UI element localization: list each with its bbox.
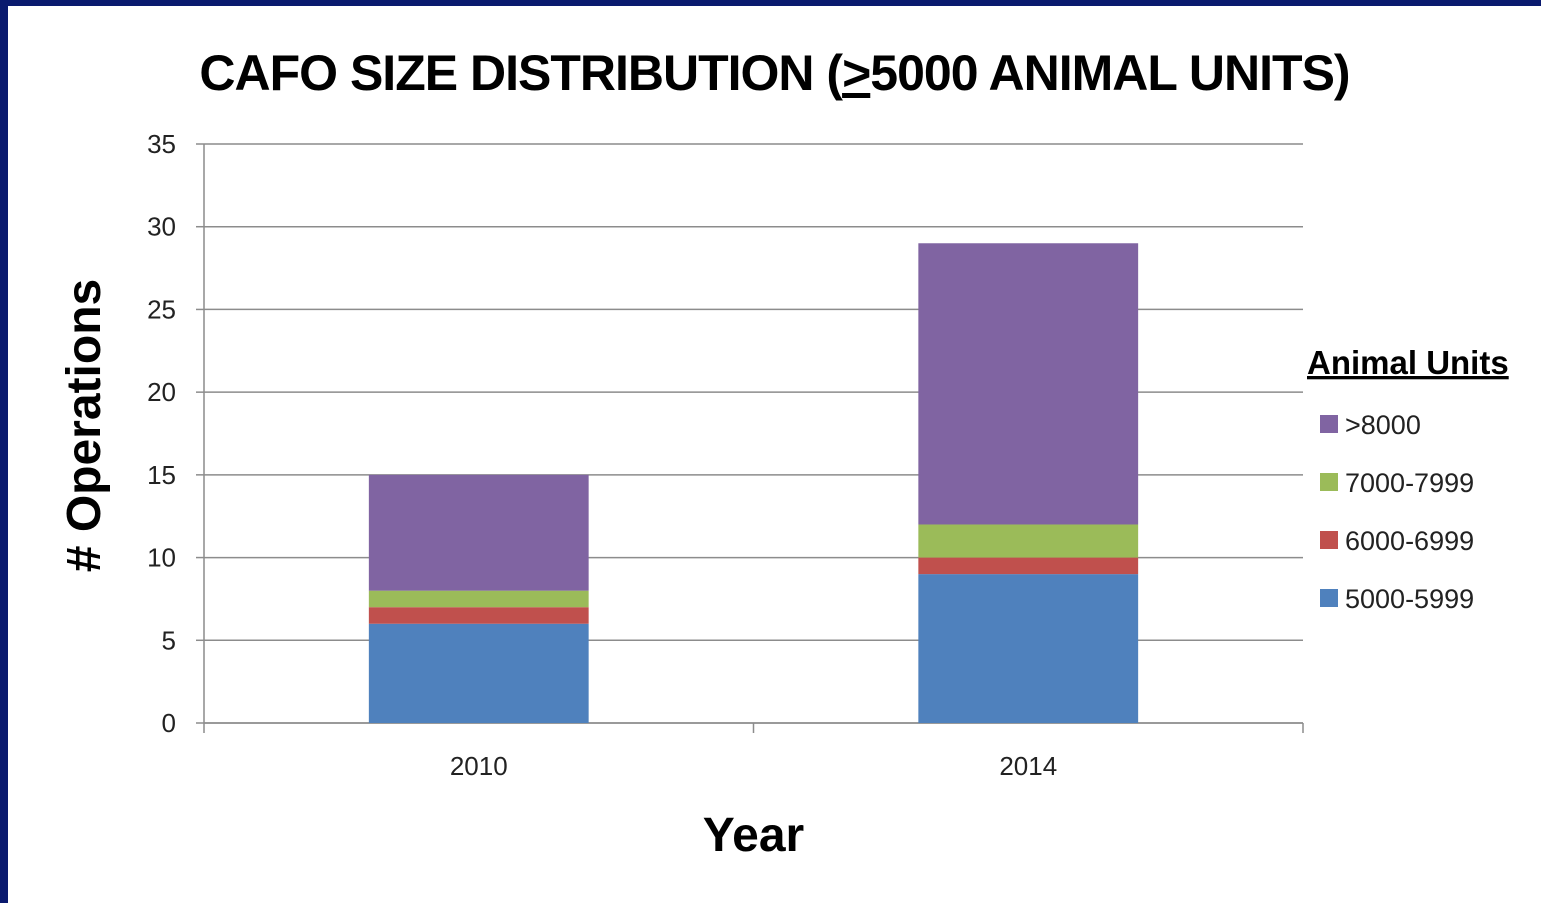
title-symbol: >: [842, 45, 871, 101]
legend-label: >8000: [1345, 410, 1421, 440]
y-tick-label: 15: [147, 460, 176, 490]
legend-label: 6000-6999: [1345, 526, 1474, 556]
legend-title: Animal Units: [1307, 344, 1509, 381]
title-suffix: 5000 ANIMAL UNITS): [870, 45, 1350, 101]
y-tick-label: 35: [147, 129, 176, 159]
chart-title: CAFO SIZE DISTRIBUTION (>5000 ANIMAL UNI…: [8, 44, 1541, 102]
legend-swatch: [1320, 415, 1338, 433]
y-tick-label: 20: [147, 377, 176, 407]
bar-segment: [368, 590, 589, 608]
x-axis-title: Year: [703, 809, 804, 862]
legend-swatch: [1320, 473, 1338, 491]
bar-segment: [918, 524, 1139, 558]
legend-label: 5000-5999: [1345, 584, 1474, 614]
slide: CAFO SIZE DISTRIBUTION (>5000 ANIMAL UNI…: [8, 6, 1541, 903]
legend-swatch: [1320, 531, 1338, 549]
x-tick-label: 2010: [450, 751, 508, 781]
bar-segment: [368, 623, 589, 723]
y-tick-label: 5: [162, 625, 176, 655]
y-tick-label: 10: [147, 543, 176, 573]
legend-swatch: [1320, 589, 1338, 607]
bar-segment: [918, 557, 1139, 575]
y-axis-title: # Operations: [58, 279, 111, 572]
legend-label: 7000-7999: [1345, 468, 1474, 498]
y-tick-label: 30: [147, 212, 176, 242]
x-tick-label: 2014: [999, 751, 1057, 781]
bar-segment: [368, 607, 589, 624]
stacked-bar-chart: 0 5 10 15 20 25 30 35 2010 2014 Year # Operations An…: [58, 129, 1509, 862]
title-prefix: CAFO SIZE DISTRIBUTION (: [199, 45, 843, 101]
y-tick-label: 0: [162, 708, 176, 738]
bar-segment: [368, 474, 589, 591]
y-tick-label: 25: [147, 294, 176, 324]
bar-segment: [918, 574, 1139, 723]
bar-segment: [918, 243, 1139, 525]
